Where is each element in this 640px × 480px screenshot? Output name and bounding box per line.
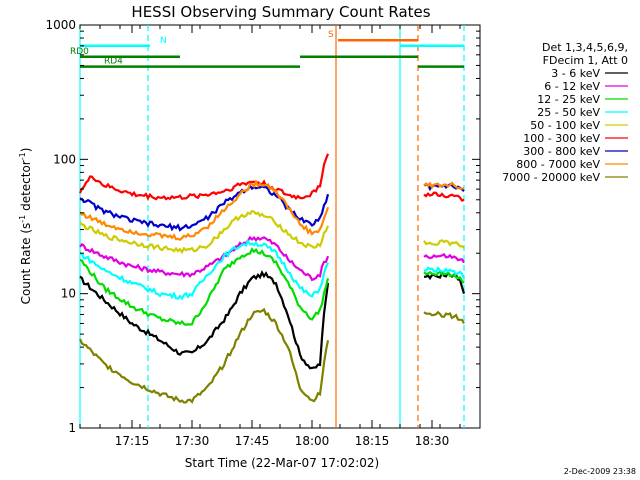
vertical-markers bbox=[79, 25, 465, 428]
flag-label-3: S bbox=[328, 30, 334, 40]
axis-ticks: 17:15 17:30 17:45 18:00 18:15 18:30 1 10 100 1000 bbox=[45, 18, 481, 448]
series-line-0 bbox=[79, 269, 330, 370]
series-line-b-1 bbox=[423, 252, 465, 264]
legend: Det 1,3,4,5,6,9, FDecim 1, Att 0 3 - 6 k… bbox=[502, 41, 628, 184]
x-tick-label-1: 17:30 bbox=[175, 434, 210, 448]
chart-title: HESSI Observing Summary Count Rates bbox=[131, 3, 430, 21]
x-tick-label-4: 18:15 bbox=[355, 434, 390, 448]
y-tick-label-2: 100 bbox=[53, 152, 76, 166]
x-tick-label-2: 17:45 bbox=[235, 434, 270, 448]
series-line-b-3 bbox=[423, 266, 466, 279]
series-line-b-7 bbox=[423, 181, 465, 190]
series-line-b-8 bbox=[423, 310, 465, 325]
series-line-b-2 bbox=[423, 270, 465, 284]
series-line-b-5 bbox=[423, 191, 465, 202]
flag-label-2: RD4 bbox=[104, 57, 123, 67]
series-line-4 bbox=[79, 209, 330, 255]
series-line-2 bbox=[79, 247, 330, 326]
series-lines bbox=[78, 153, 466, 404]
legend-label-4: 50 - 100 keV bbox=[530, 119, 600, 132]
x-tick-label-0: 17:15 bbox=[115, 434, 150, 448]
legend-header-line2: FDecim 1, Att 0 bbox=[543, 54, 628, 67]
x-axis-label: Start Time (22-Mar-07 17:02:02) bbox=[185, 456, 379, 470]
legend-label-8: 7000 - 20000 keV bbox=[502, 171, 600, 184]
flag-label-1: RD0 bbox=[70, 47, 89, 57]
legend-label-5: 100 - 300 keV bbox=[523, 132, 600, 145]
y-tick-label-0: 1 bbox=[68, 421, 76, 435]
legend-label-0: 3 - 6 keV bbox=[551, 67, 600, 80]
y-tick-label-3: 1000 bbox=[45, 18, 76, 32]
y-tick-label-1: 10 bbox=[61, 287, 76, 301]
legend-header-line1: Det 1,3,4,5,6,9, bbox=[542, 41, 628, 54]
flag-bars: N RD0 RD4 S bbox=[70, 30, 464, 68]
legend-label-2: 12 - 25 keV bbox=[537, 93, 600, 106]
series-line-1 bbox=[79, 235, 330, 282]
x-tick-label-5: 18:30 bbox=[415, 434, 450, 448]
timestamp: 2-Dec-2009 23:38 bbox=[564, 467, 636, 476]
legend-label-6: 300 - 800 keV bbox=[523, 145, 600, 158]
series-line-b-4 bbox=[423, 239, 465, 249]
flag-label-0: N bbox=[160, 36, 167, 46]
y-axis-label: Count Rate (s-1 detector-1) bbox=[18, 148, 33, 305]
series-line-b-0 bbox=[423, 270, 466, 295]
legend-label-1: 6 - 12 keV bbox=[544, 80, 600, 93]
x-tick-label-3: 18:00 bbox=[295, 434, 330, 448]
legend-label-3: 25 - 50 keV bbox=[537, 106, 600, 119]
series-line-3 bbox=[79, 238, 329, 301]
series-line-5 bbox=[78, 153, 330, 201]
series-line-7 bbox=[79, 179, 330, 241]
series-line-8 bbox=[78, 307, 330, 404]
legend-label-7: 800 - 7000 keV bbox=[516, 158, 600, 171]
